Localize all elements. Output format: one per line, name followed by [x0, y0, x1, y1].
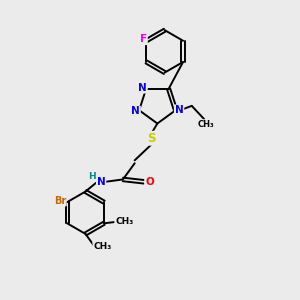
Text: CH₃: CH₃	[197, 120, 214, 129]
Text: N: N	[138, 83, 147, 93]
Text: CH₃: CH₃	[93, 242, 111, 251]
Text: Br: Br	[54, 196, 66, 206]
Text: CH₃: CH₃	[115, 217, 133, 226]
Text: O: O	[145, 177, 154, 187]
Text: N: N	[131, 106, 140, 116]
Text: N: N	[175, 105, 184, 115]
Text: H: H	[88, 172, 96, 181]
Text: F: F	[140, 34, 147, 44]
Text: N: N	[97, 177, 106, 187]
Text: S: S	[147, 132, 155, 145]
